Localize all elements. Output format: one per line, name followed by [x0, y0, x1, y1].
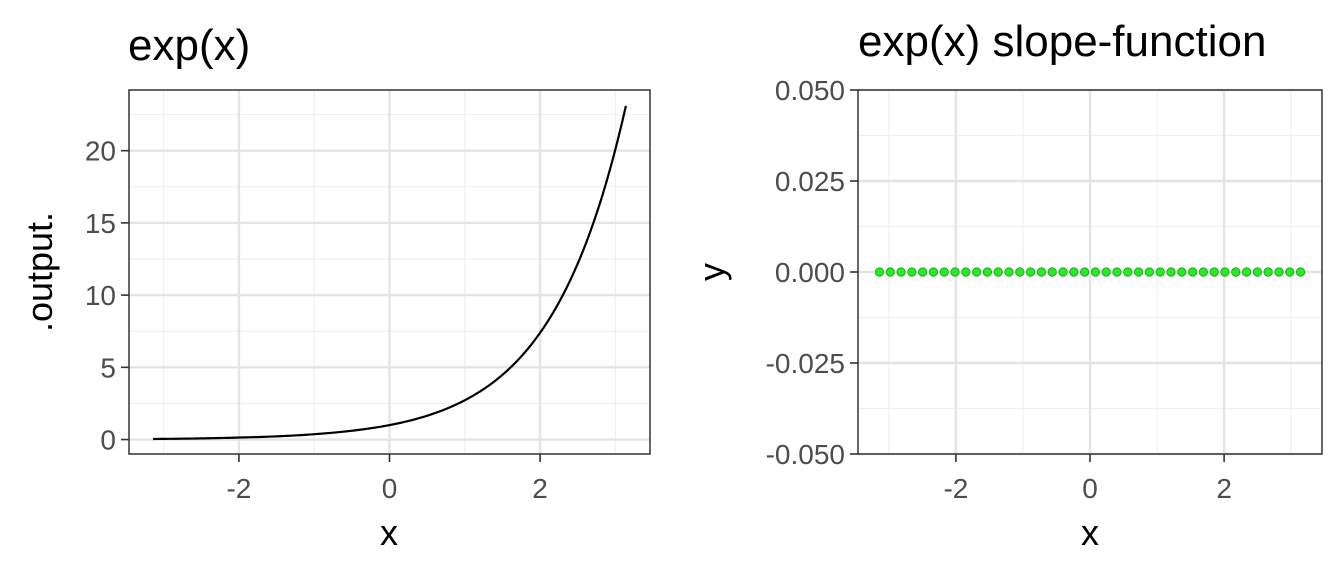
- slope-point: [1112, 267, 1122, 277]
- slope-point: [1155, 267, 1165, 277]
- x-tick-label: -2: [226, 473, 251, 504]
- slope-point: [993, 267, 1003, 277]
- slope-point: [1220, 267, 1230, 277]
- y-axis-label-right: y: [691, 263, 732, 281]
- slope-point: [1263, 267, 1273, 277]
- slope-point: [1295, 267, 1306, 277]
- slope-point: [1123, 267, 1133, 277]
- slope-point: [1166, 267, 1176, 277]
- slope-point: [1047, 267, 1057, 277]
- y-tick-label: 0.000: [775, 257, 845, 288]
- x-tick-label: 2: [532, 473, 548, 504]
- slope-point: [1198, 267, 1208, 277]
- slope-point: [1090, 267, 1100, 277]
- slope-point: [1209, 267, 1219, 277]
- grid-left: [129, 90, 650, 454]
- slope-point: [950, 267, 960, 277]
- x-axis-ticks-right: -2 0 2: [943, 454, 1232, 504]
- x-axis-label-right: x: [1081, 512, 1099, 553]
- chart-title-left: exp(x): [128, 21, 250, 70]
- slope-point: [961, 267, 971, 277]
- y-tick-label: 15: [85, 208, 116, 239]
- slope-point: [1015, 267, 1025, 277]
- slope-point: [1004, 267, 1014, 277]
- slope-point: [1080, 267, 1090, 277]
- slope-point: [896, 267, 906, 277]
- slope-point: [1177, 267, 1187, 277]
- slope-point: [982, 267, 993, 277]
- slope-point: [1241, 267, 1252, 277]
- y-tick-label: 0: [100, 425, 116, 456]
- y-tick-label: -0.025: [766, 348, 845, 379]
- slope-point: [972, 267, 982, 277]
- x-axis-ticks-left: -2 0 2: [226, 454, 548, 504]
- slope-point: [907, 267, 917, 277]
- x-tick-label: 0: [1082, 473, 1098, 504]
- slope-point: [1231, 267, 1241, 277]
- y-tick-label: 20: [85, 136, 116, 167]
- slope-point: [1252, 267, 1262, 277]
- slope-point: [918, 267, 928, 277]
- y-tick-label: 10: [85, 280, 116, 311]
- chart-title-right: exp(x) slope-function: [858, 17, 1266, 66]
- x-tick-label: 0: [382, 473, 398, 504]
- slope-point: [1144, 267, 1154, 277]
- slope-point: [1036, 267, 1047, 277]
- y-tick-label: 0.050: [775, 75, 845, 106]
- slope-point: [1274, 267, 1284, 277]
- exp-curve-line: [153, 105, 627, 441]
- slope-point: [1026, 267, 1036, 277]
- slope-point: [1133, 267, 1144, 277]
- y-tick-label: -0.050: [766, 439, 845, 470]
- slope-point: [1285, 267, 1295, 277]
- y-tick-label: 0.025: [775, 166, 845, 197]
- panel-left: exp(x) 0 5 10 15 20 -2 0 2 x .output.: [19, 21, 651, 553]
- slope-points: [874, 267, 1306, 277]
- slope-point: [1187, 267, 1198, 277]
- y-axis-label-left: .output.: [19, 212, 60, 332]
- x-tick-label: -2: [943, 473, 968, 504]
- slope-point: [939, 267, 949, 277]
- y-axis-ticks-left: 0 5 10 15 20: [85, 136, 129, 456]
- slope-point: [1058, 267, 1068, 277]
- slope-point: [928, 267, 939, 277]
- panel-right: exp(x) slope-function -0.050 -0.025 0.000 0…: [691, 17, 1323, 553]
- y-axis-ticks-right: -0.050 -0.025 0.000 0.025 0.050: [766, 75, 858, 470]
- slope-point: [1069, 267, 1079, 277]
- slope-point: [885, 267, 895, 277]
- x-axis-label-left: x: [380, 512, 398, 553]
- slope-point: [1101, 267, 1111, 277]
- x-tick-label: 2: [1216, 473, 1232, 504]
- y-tick-label: 5: [100, 352, 116, 383]
- slope-point: [874, 267, 885, 277]
